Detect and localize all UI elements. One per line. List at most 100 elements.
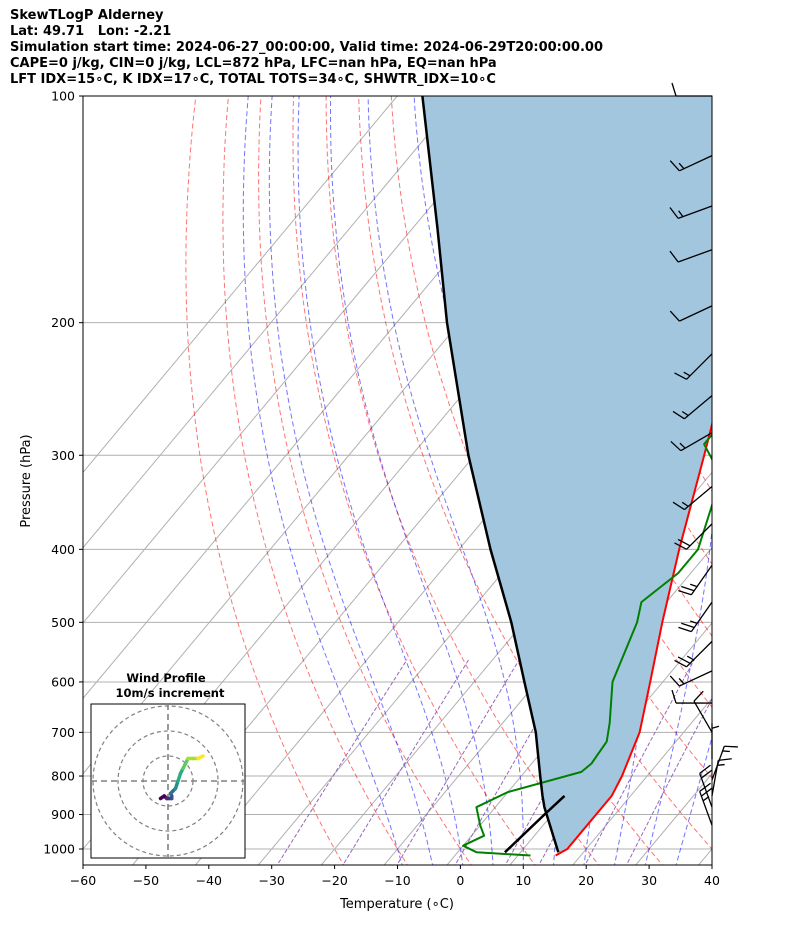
wind-barb-flag (701, 769, 713, 779)
wind-barb-flag (678, 589, 692, 596)
wind-barb-staff (711, 760, 719, 796)
wind-barb-half-flag (702, 796, 710, 802)
wind-barb-flag (681, 585, 695, 592)
wind-barb-flag (672, 410, 685, 420)
hodograph-segment (196, 754, 205, 761)
dewpoint-profile (462, 433, 712, 857)
wind-barb-half-flag (678, 678, 685, 685)
wind-barb (699, 764, 713, 808)
moist-adiabat (242, 96, 403, 865)
wind-barb-staff (684, 485, 713, 511)
wind-barb-flag (693, 690, 704, 702)
wind-barb-half-flag (686, 655, 694, 661)
mixing-ratio-line (342, 659, 470, 865)
x-tick-label: −60 (70, 873, 96, 888)
x-tick-label: −50 (133, 873, 159, 888)
mixing-ratio-line (276, 659, 408, 865)
wind-barb-staff (677, 249, 713, 263)
wind-barb (669, 670, 713, 687)
x-tick-label: 0 (456, 873, 464, 888)
wind-barb-staff (686, 353, 713, 380)
wind-barb-staff (690, 601, 713, 632)
dry-adiabat (258, 96, 472, 865)
wind-barb-flag (674, 372, 687, 380)
wind-barb-flag (670, 440, 682, 452)
x-axis-label: Temperature (∘C) (339, 897, 454, 912)
dry-adiabat (292, 96, 536, 865)
axes: −60 −50 −40 −30 −20 −10 0 10 20 30 40 1000 900 800 700… (43, 89, 720, 889)
y-tick-label: 800 (51, 769, 75, 784)
y-tick-label: 600 (51, 674, 75, 689)
wind-barb (678, 601, 713, 633)
x-tick-label: 30 (641, 873, 657, 888)
title-line-times: Simulation start time: 2024-06-27_00:00:… (10, 40, 603, 55)
wind-barb-staff (686, 640, 713, 668)
wind-barb-half-flag (681, 501, 689, 507)
hodograph-inset: Wind Profile 10m/s increment (90, 671, 246, 859)
wind-barb-flag (699, 782, 711, 792)
isotherm-line (83, 96, 461, 549)
isotherm-line (572, 697, 712, 865)
wind-barb (674, 523, 713, 550)
y-axis-label: Pressure (hPa) (19, 434, 34, 527)
isotherm-line (383, 471, 712, 865)
wind-barb-half-flag (679, 442, 686, 449)
wind-barb-half-flag (681, 410, 689, 417)
wind-barb-flag (669, 310, 680, 322)
x-tick-label: 40 (704, 873, 720, 888)
wind-barb-flag (677, 656, 691, 664)
wind-barb-flag (681, 622, 695, 629)
x-tick-label: 10 (515, 873, 531, 888)
wind-barb-flag (669, 160, 680, 172)
surface-parcel-segment (504, 794, 566, 854)
wind-barb-flag (669, 207, 679, 219)
wind-barb-staff (699, 773, 713, 808)
wind-barb-staff (686, 523, 713, 550)
wind-barb (669, 249, 713, 263)
profile-lines-layer (421, 96, 712, 857)
isotherm-line (83, 96, 398, 474)
wind-barb-flag (669, 675, 680, 687)
wind-barb-flag (671, 82, 677, 97)
wind-barb-half-flag (683, 371, 691, 377)
y-tick-label: 700 (51, 725, 75, 740)
x-tick-label: −30 (259, 873, 285, 888)
hodograph-ring (117, 730, 219, 832)
dry-adiabat (222, 96, 409, 865)
wind-barb-flag (699, 764, 711, 774)
wind-barb-staff (679, 155, 713, 172)
dry-adiabat (358, 96, 664, 865)
wind-barb-staff (690, 564, 713, 596)
chart-title: SkewTLogP Alderney Lat: 49.71 Lon: -2.21… (10, 8, 603, 88)
mixing-ratio-line (626, 697, 712, 865)
wind-barb (672, 485, 713, 511)
wind-barb (669, 305, 713, 322)
hodograph-subtitle: 10m/s increment (116, 686, 225, 700)
title-line-latlon: Lat: 49.71 Lon: -2.21 (10, 24, 172, 39)
wind-barb-half-flag (678, 210, 684, 218)
wind-barb (699, 782, 713, 826)
moist-adiabat (644, 96, 712, 865)
parcel-profile (421, 96, 560, 853)
hodograph-title: Wind Profile (126, 671, 206, 685)
wind-barb-flag (724, 745, 738, 748)
wind-barb-half-flag (689, 583, 698, 588)
wind-barb-staff (679, 305, 713, 322)
title-line-cape: CAPE=0 j/kg, CIN=0 j/kg, LCL=872 hPa, LF… (10, 56, 497, 71)
wind-barb (711, 758, 732, 796)
y-tick-label: 300 (51, 448, 75, 463)
temperature-profile (555, 420, 712, 857)
dry-adiabat (185, 96, 345, 865)
y-tick-label: 100 (51, 89, 75, 104)
wind-barb (670, 432, 713, 452)
wind-barb (671, 689, 712, 704)
wind-barb (669, 205, 713, 219)
wind-barb-staff (680, 432, 713, 452)
wind-barb-flag (718, 758, 732, 762)
wind-barb (674, 353, 713, 380)
wind-barb-flag (701, 787, 713, 797)
title-line-indices: LFT IDX=15∘C, K IDX=17∘C, TOTAL TOTS=34∘… (10, 72, 496, 87)
hodograph-content (91, 704, 245, 858)
wind-barb-flag (672, 501, 685, 511)
